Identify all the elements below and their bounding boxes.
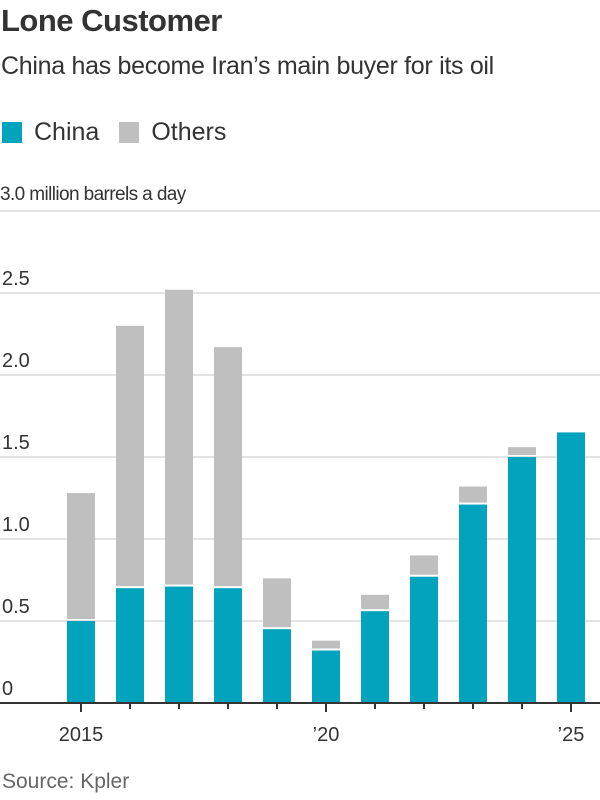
bar-others-2021 (361, 594, 389, 610)
source-note: Source: Kpler (2, 770, 130, 793)
bar-china-2022 (410, 576, 438, 703)
bar-others-2016 (116, 325, 144, 587)
chart-title: Lone Customer (1, 3, 222, 38)
bar-china-2025 (557, 432, 585, 703)
bar-china-2024 (508, 457, 536, 703)
bar-others-2017 (165, 289, 193, 585)
x-tick-label: 2015 (59, 724, 104, 746)
y-tick-label: 2.5 (2, 268, 30, 290)
y-tick-label: 2.0 (2, 350, 30, 372)
legend: China Others (2, 118, 246, 147)
bar-china-2018 (214, 588, 242, 703)
y-tick-label: 0 (2, 678, 13, 700)
bar-others-2020 (312, 640, 340, 649)
bar-china-2019 (263, 629, 291, 703)
legend-item-others: Others (119, 118, 226, 147)
legend-label-china: China (34, 118, 100, 146)
china-swatch-icon (2, 122, 22, 143)
bar-china-2020 (312, 650, 340, 703)
y-tick-label: 0.5 (2, 596, 30, 618)
bar-others-2018 (214, 347, 242, 587)
bar-others-2024 (508, 447, 536, 455)
others-swatch-icon (119, 122, 140, 143)
y-tick-label: 1.0 (2, 514, 30, 536)
bar-china-2015 (67, 621, 95, 703)
bar-others-2023 (459, 486, 487, 503)
y-axis-unit-label: 3.0 million barrels a day (0, 184, 186, 205)
x-tick-label: ’25 (558, 724, 585, 746)
bar-china-2021 (361, 611, 389, 703)
legend-label-others: Others (151, 118, 227, 146)
bar-china-2017 (165, 586, 193, 703)
bar-others-2019 (263, 578, 291, 628)
y-tick-label: 1.5 (2, 432, 30, 454)
bar-china-2023 (459, 504, 487, 703)
bar-others-2015 (67, 493, 95, 619)
bar-china-2016 (116, 588, 144, 703)
legend-item-china: China (2, 118, 99, 147)
x-tick-label: ’20 (313, 724, 340, 746)
chart-subtitle: China has become Iran’s main buyer for i… (1, 52, 494, 80)
bar-others-2022 (410, 555, 438, 575)
